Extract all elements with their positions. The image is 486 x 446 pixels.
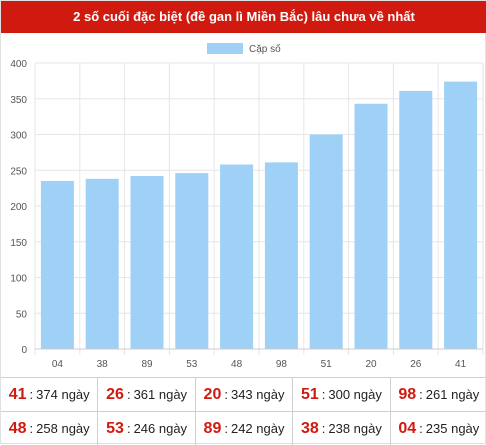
stat-separator: : — [29, 421, 34, 436]
stat-cell: 53 : 246 ngày — [98, 412, 196, 445]
bar-51[interactable] — [309, 134, 343, 350]
bar-38[interactable] — [85, 178, 119, 349]
bar-chart: 0 50 100 150 200 250 300 350 400 04 38 89 53 48 98 51 20… — [1, 33, 486, 375]
stat-cell: 26 : 361 ngày — [98, 378, 196, 411]
stat-days: 361 ngày — [133, 387, 188, 402]
y-tick-label: 0 — [21, 345, 27, 356]
stat-separator: : — [126, 387, 131, 402]
x-tick-label: 53 — [186, 359, 198, 370]
stat-separator: : — [419, 421, 423, 436]
stat-separator: : — [224, 421, 228, 436]
legend-label[interactable]: Cặp số — [249, 43, 281, 55]
y-tick-label: 200 — [10, 202, 27, 213]
stat-days: 242 ngày — [230, 421, 285, 436]
stat-cell: 41 : 374 ngày — [1, 378, 99, 411]
bar-98[interactable] — [264, 162, 298, 349]
stat-days: 238 ngày — [328, 421, 382, 436]
stat-cell: 48 : 258 ngày — [1, 412, 99, 445]
y-tick-label: 250 — [10, 166, 27, 177]
stat-days: 261 ngày — [425, 387, 480, 402]
stat-days: 374 ngày — [36, 387, 90, 402]
stat-number: 38 — [300, 419, 319, 437]
stat-days: 300 ngày — [328, 387, 382, 402]
stats-table: 41 : 374 ngày 26 : 361 ngày 20 : 343 ngà… — [1, 377, 486, 446]
legend-swatch[interactable] — [207, 43, 243, 54]
stat-number: 53 — [106, 419, 124, 437]
stat-number: 89 — [203, 419, 222, 437]
stat-separator: : — [419, 387, 423, 402]
bar-04[interactable] — [40, 180, 74, 349]
x-tick-label: 38 — [97, 359, 109, 370]
y-tick-label: 50 — [16, 309, 28, 320]
y-tick-label: 150 — [10, 238, 27, 249]
stat-cell: 38 : 238 ngày — [293, 412, 391, 445]
y-tick-label: 350 — [10, 95, 27, 106]
stat-separator: : — [126, 421, 131, 436]
stats-row: 48 : 258 ngày 53 : 246 ngày 89 : 242 ngà… — [1, 412, 486, 446]
stat-days: 343 ngày — [230, 387, 285, 402]
stat-number: 26 — [106, 385, 124, 403]
chart-grid — [34, 62, 484, 355]
bar-48[interactable] — [220, 164, 254, 349]
bar-89[interactable] — [130, 175, 164, 349]
bar-20[interactable] — [354, 103, 388, 349]
stat-separator: : — [29, 387, 34, 402]
y-tick-label: 300 — [10, 131, 27, 142]
stat-days: 246 ngày — [133, 421, 188, 436]
stat-cell: 51 : 300 ngày — [293, 378, 391, 411]
stat-cell: 89 : 242 ngày — [196, 412, 294, 445]
chart-canvas: 0 50 100 150 200 250 300 350 400 04 38 89 53 48 98 51 20… — [10, 43, 484, 370]
stats-row: 41 : 374 ngày 26 : 361 ngày 20 : 343 ngà… — [1, 378, 486, 412]
stat-cell: 98 : 261 ngày — [391, 378, 486, 411]
stat-days: 258 ngày — [36, 421, 90, 436]
stat-number: 48 — [8, 419, 27, 437]
x-tick-label: 89 — [141, 359, 153, 370]
y-tick-label: 100 — [10, 274, 27, 285]
stat-number: 04 — [398, 419, 417, 437]
chart-legend[interactable]: Cặp số — [207, 43, 281, 55]
stat-separator: : — [321, 421, 326, 436]
x-tick-label: 20 — [365, 359, 377, 370]
bar-41[interactable] — [444, 81, 478, 349]
stat-days: 235 ngày — [425, 421, 480, 436]
stat-number: 41 — [8, 385, 27, 403]
stat-number: 98 — [398, 385, 417, 403]
x-tick-label: 04 — [52, 359, 64, 370]
page-title: 2 số cuối đặc biệt (đề gan lì Miền Bắc) … — [1, 1, 486, 33]
stat-cell: 04 : 235 ngày — [391, 412, 486, 445]
x-tick-label: 51 — [321, 359, 333, 370]
bar-53[interactable] — [175, 173, 209, 349]
x-tick-label: 26 — [410, 359, 422, 370]
bar-26[interactable] — [399, 90, 433, 349]
stat-number: 20 — [203, 385, 222, 403]
chart-bars — [40, 81, 478, 350]
stat-separator: : — [321, 387, 326, 402]
stat-cell: 20 : 343 ngày — [196, 378, 294, 411]
y-tick-label: 400 — [10, 59, 27, 70]
stat-number: 51 — [300, 385, 319, 403]
stat-separator: : — [224, 387, 228, 402]
x-tick-label: 48 — [231, 359, 243, 370]
chart-axes: 0 50 100 150 200 250 300 350 400 04 38 89 53 48 98 51 20… — [10, 59, 483, 370]
x-tick-label: 98 — [276, 359, 288, 370]
x-tick-label: 41 — [455, 359, 467, 370]
